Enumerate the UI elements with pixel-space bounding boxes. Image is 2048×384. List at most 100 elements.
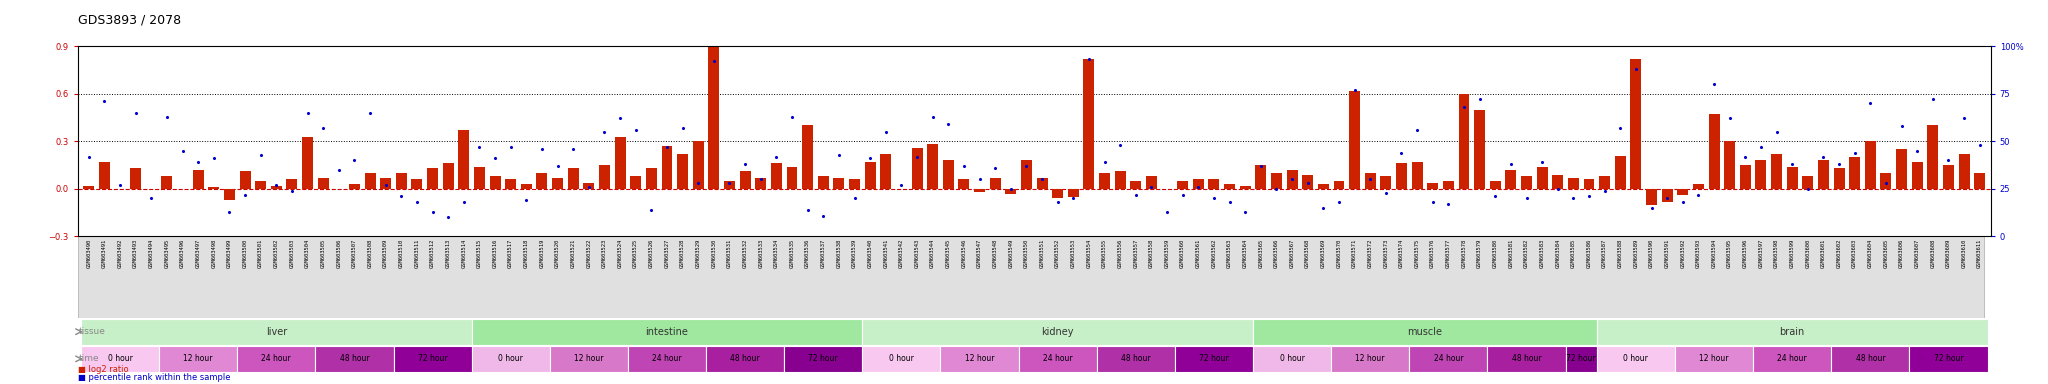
Bar [1552,175,1563,189]
Bar [817,176,829,189]
Text: 24 hour: 24 hour [1042,354,1073,363]
Text: GSM603509: GSM603509 [383,239,389,268]
Text: GSM603532: GSM603532 [743,239,748,268]
Bar [1427,182,1438,189]
Bar [862,319,1253,345]
Bar [1958,154,1970,189]
Point [1901,148,1933,154]
Bar [1536,167,1548,189]
Text: GSM603500: GSM603500 [242,239,248,268]
Bar [1098,346,1176,372]
Text: muscle: muscle [1407,327,1442,337]
Point [1776,161,1808,167]
Text: GSM603494: GSM603494 [150,239,154,268]
Point [1509,195,1542,202]
Text: 72 hour: 72 hour [1933,354,1964,363]
Point [870,129,903,135]
Bar [1331,346,1409,372]
Bar [1397,164,1407,189]
Text: GSM603584: GSM603584 [1554,239,1561,268]
Text: GSM603597: GSM603597 [1759,239,1763,268]
Bar [1208,179,1219,189]
Text: GSM603535: GSM603535 [791,239,795,268]
Text: GSM603550: GSM603550 [1024,239,1028,268]
Bar [1911,162,1923,189]
Point [276,188,309,194]
Point [432,214,465,220]
Text: GSM603528: GSM603528 [680,239,686,268]
Text: 48 hour: 48 hour [1511,354,1542,363]
Text: GSM603541: GSM603541 [883,239,889,268]
Text: GSM603579: GSM603579 [1477,239,1483,268]
Point [1401,127,1434,133]
Bar [209,187,219,189]
Point [526,146,559,152]
Point [651,144,684,150]
Point [1432,201,1464,207]
Bar [584,182,594,189]
Bar [1909,346,1987,372]
Text: kidney: kidney [1042,327,1073,337]
Bar [1380,176,1391,189]
Point [1634,205,1667,211]
Text: GSM603586: GSM603586 [1587,239,1591,268]
Text: GSM603551: GSM603551 [1040,239,1044,268]
Text: GSM603588: GSM603588 [1618,239,1622,268]
Text: GSM603563: GSM603563 [1227,239,1233,268]
Text: GSM603580: GSM603580 [1493,239,1497,268]
Point [1667,199,1700,205]
Bar [1708,114,1720,189]
Text: 12 hour: 12 hour [965,354,993,363]
Bar [629,346,707,372]
Point [1556,195,1589,202]
Text: GSM603587: GSM603587 [1602,239,1608,268]
Bar [549,346,629,372]
Point [1853,100,1886,106]
Bar [1505,170,1516,189]
Text: GSM603546: GSM603546 [961,239,967,268]
Text: 48 hour: 48 hour [340,354,369,363]
Bar [473,167,485,189]
Text: GSM603495: GSM603495 [164,239,170,268]
Point [166,148,199,154]
Text: GSM603561: GSM603561 [1196,239,1200,268]
Bar [1677,189,1688,195]
Bar [725,181,735,189]
Bar [520,184,532,189]
Text: GSM603569: GSM603569 [1321,239,1325,268]
Bar [238,346,315,372]
Point [995,186,1028,192]
Text: GSM603567: GSM603567 [1290,239,1294,268]
Bar [1114,171,1126,189]
Bar [1053,189,1063,199]
Text: GSM603505: GSM603505 [322,239,326,268]
Text: GSM603523: GSM603523 [602,239,606,268]
Text: GSM603572: GSM603572 [1368,239,1372,268]
Point [463,144,496,150]
Point [1651,195,1683,202]
Point [1057,195,1090,202]
Text: ■ log2 ratio: ■ log2 ratio [78,366,129,374]
Text: intestine: intestine [645,327,688,337]
Text: GSM603593: GSM603593 [1696,239,1702,268]
Bar [567,168,580,189]
Point [1917,96,1950,103]
Bar [1487,346,1565,372]
Point [479,156,512,162]
Bar [1253,346,1331,372]
Bar [1192,179,1204,189]
Text: GSM603575: GSM603575 [1415,239,1419,268]
Point [229,192,262,198]
Point [416,209,449,215]
Bar [1475,109,1485,189]
Text: GSM603520: GSM603520 [555,239,559,268]
Bar [1833,168,1845,189]
Text: GSM603510: GSM603510 [399,239,403,268]
Point [244,152,276,158]
Text: GSM603576: GSM603576 [1430,239,1436,268]
Bar [1286,170,1298,189]
Text: GSM603519: GSM603519 [539,239,545,268]
Bar [1597,319,1987,345]
Bar [1022,161,1032,189]
Text: GSM603548: GSM603548 [993,239,997,268]
